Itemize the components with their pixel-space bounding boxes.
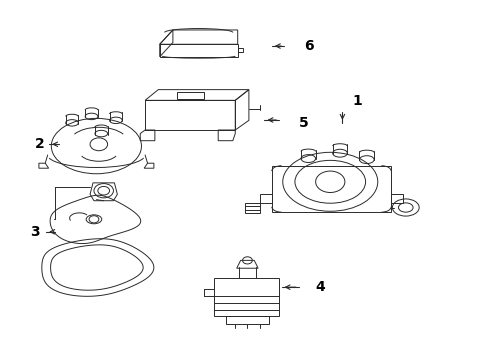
Text: 6: 6 xyxy=(304,39,314,53)
Text: 1: 1 xyxy=(352,94,362,108)
Text: 2: 2 xyxy=(34,137,44,151)
Text: 4: 4 xyxy=(316,280,325,294)
Text: 3: 3 xyxy=(30,225,40,239)
Text: 5: 5 xyxy=(298,116,308,130)
